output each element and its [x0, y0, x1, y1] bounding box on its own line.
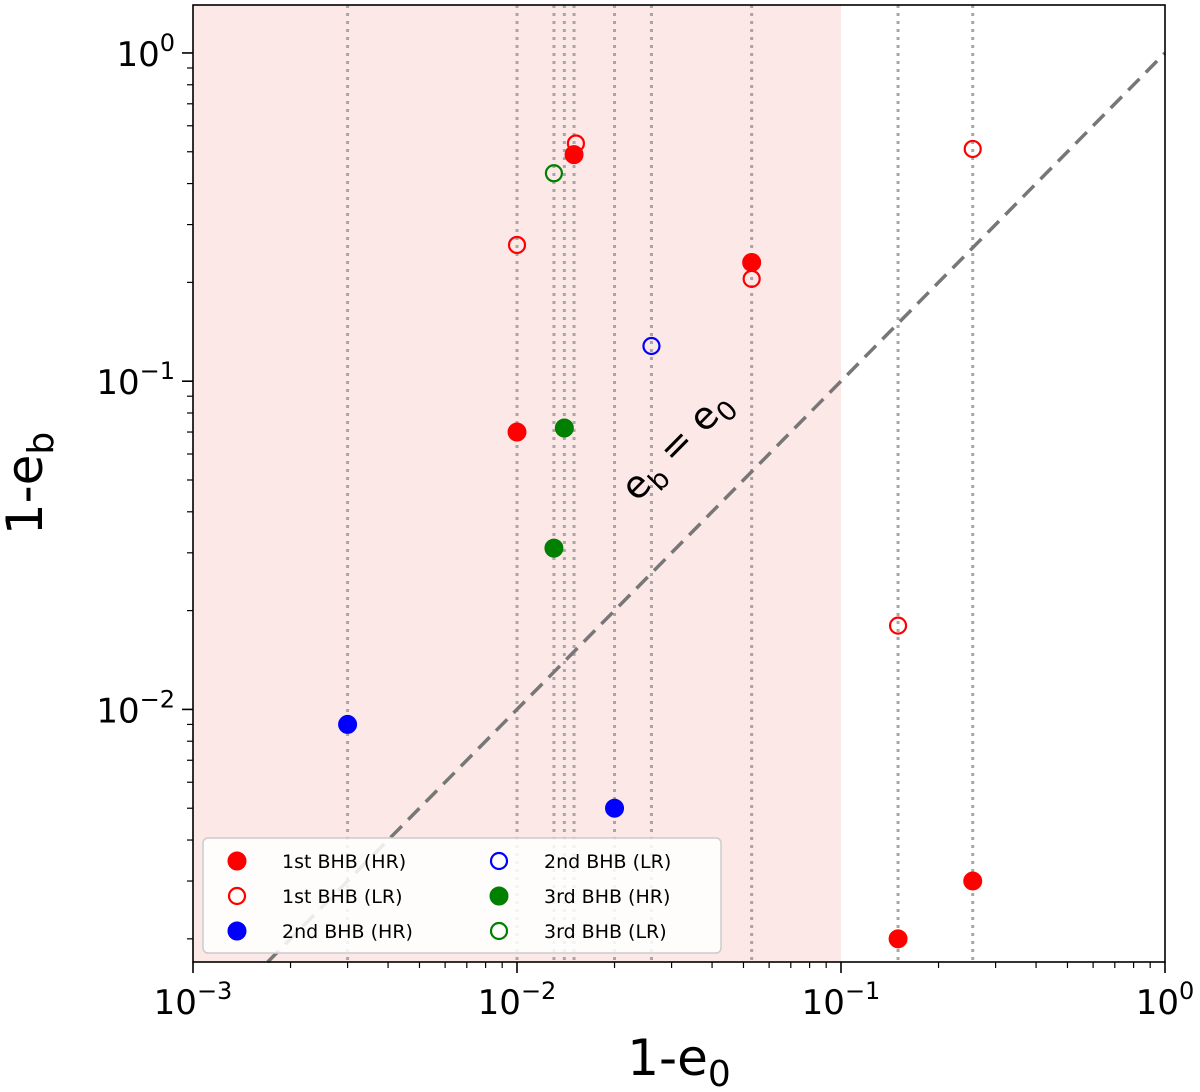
legend-marker — [227, 921, 247, 941]
data-point — [642, 336, 661, 356]
y-tick-label: 10−1 — [96, 357, 175, 403]
legend-label: 1st BHB (LR) — [282, 886, 403, 908]
data-point — [554, 418, 574, 438]
data-point — [338, 714, 358, 734]
data-point — [544, 164, 564, 183]
legend-marker — [489, 921, 509, 941]
shaded-region — [193, 5, 841, 962]
data-point — [566, 134, 586, 153]
data-point — [888, 929, 908, 949]
legend: 1st BHB (HR) 1st BHB (LR) 2nd BHB (HR) 2nd … — [202, 837, 722, 954]
x-tick-label: 10−2 — [478, 977, 557, 1023]
data-point — [963, 871, 983, 891]
x-tick-label: 10−1 — [802, 977, 881, 1023]
plot-frame — [192, 4, 1166, 963]
legend-label: 2nd BHB (HR) — [282, 921, 413, 943]
legend-label: 1st BHB (HR) — [282, 851, 406, 873]
data-point — [605, 798, 625, 818]
legend-label: 2nd BHB (LR) — [544, 851, 671, 873]
legend-label: 3rd BHB (HR) — [544, 886, 670, 908]
data-points-layer — [338, 134, 983, 949]
data-point — [544, 538, 564, 558]
legend-box — [202, 837, 722, 954]
axis-labels-layer: 1-e0 1-eb — [0, 432, 731, 1092]
y-tick-label: 100 — [116, 29, 175, 75]
data-point — [564, 145, 584, 165]
y-axis-title: 1-eb — [0, 432, 62, 535]
legend-marker — [227, 886, 247, 906]
data-point — [888, 616, 908, 635]
data-point — [963, 139, 982, 159]
legend-marker — [489, 851, 509, 871]
shaded-region-layer — [193, 5, 841, 962]
y-tick-label: 10−2 — [96, 685, 175, 731]
legend-label: 3rd BHB (LR) — [544, 921, 667, 943]
data-point — [742, 269, 761, 288]
x-tick-label: 100 — [1136, 977, 1195, 1023]
diagonal-line — [266, 51, 1167, 964]
data-point — [507, 422, 527, 442]
axes-layer: 10−3 10−2 10−1 100 10−2 10−1 100 — [96, 4, 1195, 1023]
legend-marker — [489, 886, 509, 906]
data-point — [742, 252, 762, 272]
data-point — [507, 235, 527, 255]
x-tick-label: 10−3 — [154, 977, 233, 1023]
legend-marker — [227, 851, 247, 871]
x-axis-title: 1-e0 — [627, 1029, 731, 1092]
